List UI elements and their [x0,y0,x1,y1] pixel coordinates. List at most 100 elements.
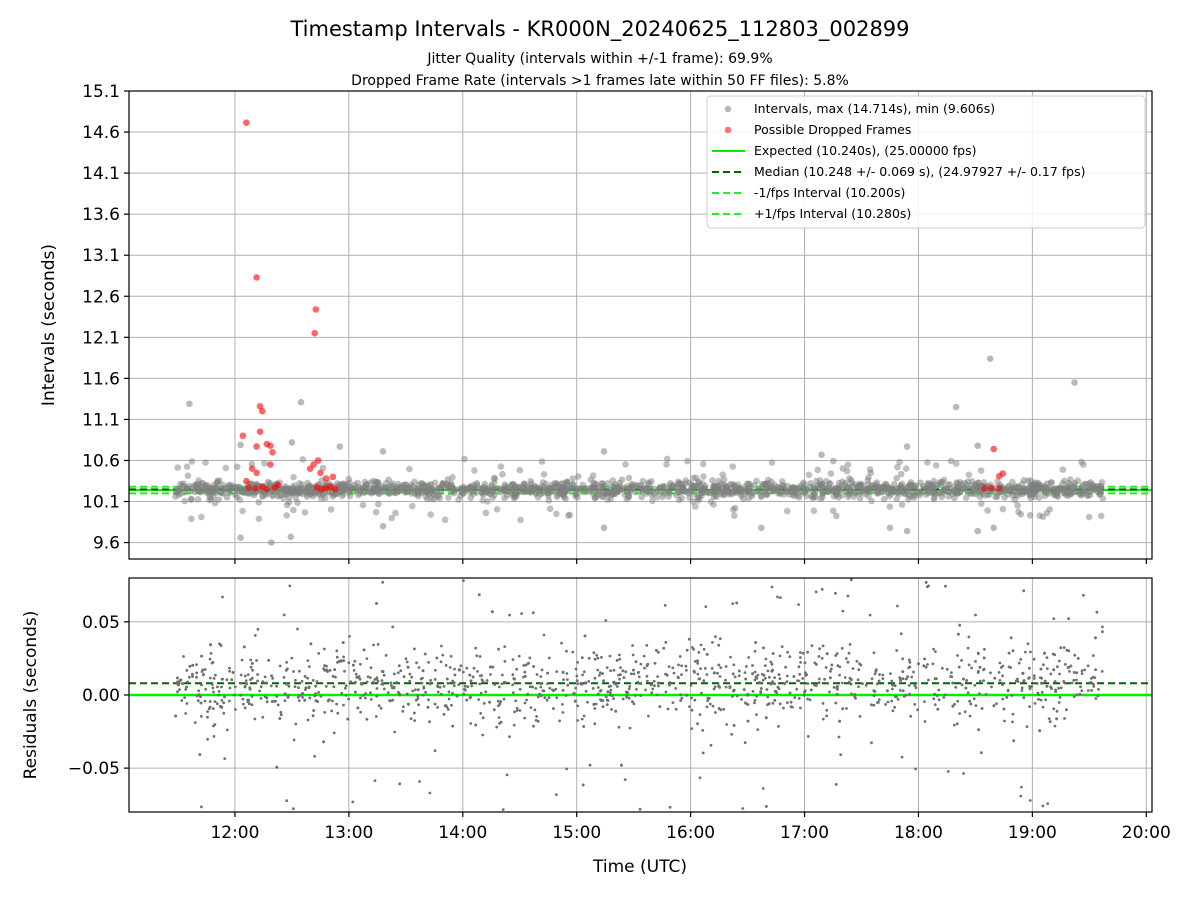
residual-point [633,694,637,697]
residual-point [609,688,613,692]
residual-point [809,688,813,692]
residual-point [922,664,926,668]
residual-point [469,679,473,683]
interval-point [194,496,202,503]
residual-point [433,749,437,753]
residual-point [891,709,895,713]
interval-point [539,489,546,497]
residual-point [848,643,852,646]
residual-point [479,712,483,715]
residual-point [864,683,868,687]
residual-point [565,767,568,771]
interval-outlier-point [600,448,608,455]
interval-point [497,463,505,470]
residual-point [1037,697,1040,701]
residual-point [582,714,586,718]
residual-point [700,691,703,695]
residual-point [206,737,210,741]
residual-point [632,672,636,676]
residual-point [881,673,885,677]
residual-point [759,690,762,693]
interval-point [266,479,274,487]
interval-point [834,490,842,498]
interval-point [234,463,241,471]
interval-point [1061,477,1068,485]
residual-point [204,687,208,691]
residual-point [818,647,821,651]
residual-point [382,673,386,677]
residual-point [406,665,410,669]
interval-point [503,487,511,495]
x-tick-label: 13:00 [324,823,373,843]
interval-point [1029,491,1037,498]
residual-point [203,699,207,703]
residual-point [761,787,765,790]
residual-point [178,679,182,683]
residual-point [478,655,482,658]
intervals-points [172,119,1106,546]
residual-point [1044,698,1047,702]
residual-point [574,686,577,690]
residual-point [1028,666,1031,670]
residual-point [840,646,844,650]
interval-point [710,501,717,508]
residual-point [950,671,953,674]
residual-point [369,666,373,670]
interval-point [517,516,524,524]
residual-point [732,724,736,727]
residual-point [217,693,221,697]
interval-point [841,479,849,487]
interval-point [690,474,697,482]
interval-point [479,497,487,504]
x-tick-label: 14:00 [438,823,487,843]
interval-point [740,495,747,503]
interval-point [896,458,903,466]
residual-point [195,663,198,666]
residual-point [710,667,714,670]
residual-point [698,776,702,780]
legend-plus-fps-label: +1/fps Interval (10.280s) [754,206,911,221]
residual-point [639,682,643,685]
residual-point [756,728,760,731]
interval-point [540,471,548,478]
interval-point [685,479,693,487]
residual-point [369,691,372,695]
residual-point [912,670,915,674]
residual-point [259,685,263,689]
residual-point [730,733,733,736]
residual-point [296,627,299,631]
residual-point [323,647,326,651]
residual-point [637,675,641,679]
residual-point [1057,686,1060,690]
residual-point [655,693,659,697]
residual-point [462,692,466,696]
residual-point [447,697,451,701]
residual-point [243,685,247,689]
residual-point [294,722,298,726]
interval-point [902,465,910,472]
residual-point [436,690,440,694]
residual-point [685,668,688,672]
residual-point [824,666,828,669]
residual-point [311,678,315,682]
residual-point [914,686,918,690]
residual-point [598,671,602,675]
residual-point [1043,679,1047,683]
residual-point [747,656,751,659]
residual-point [199,701,203,705]
residual-point [1050,687,1053,690]
residual-point [582,670,586,674]
residual-point [344,686,347,690]
interval-point [1041,492,1049,500]
residual-point [1082,593,1085,597]
residual-point [501,673,504,677]
residual-point [250,695,254,698]
interval-point [1001,494,1008,501]
residual-point [705,653,709,656]
residual-point [980,707,984,710]
residual-point [821,702,825,705]
interval-point [894,489,902,496]
residual-point [693,670,696,674]
residual-point [674,687,678,690]
residual-point [990,685,993,689]
